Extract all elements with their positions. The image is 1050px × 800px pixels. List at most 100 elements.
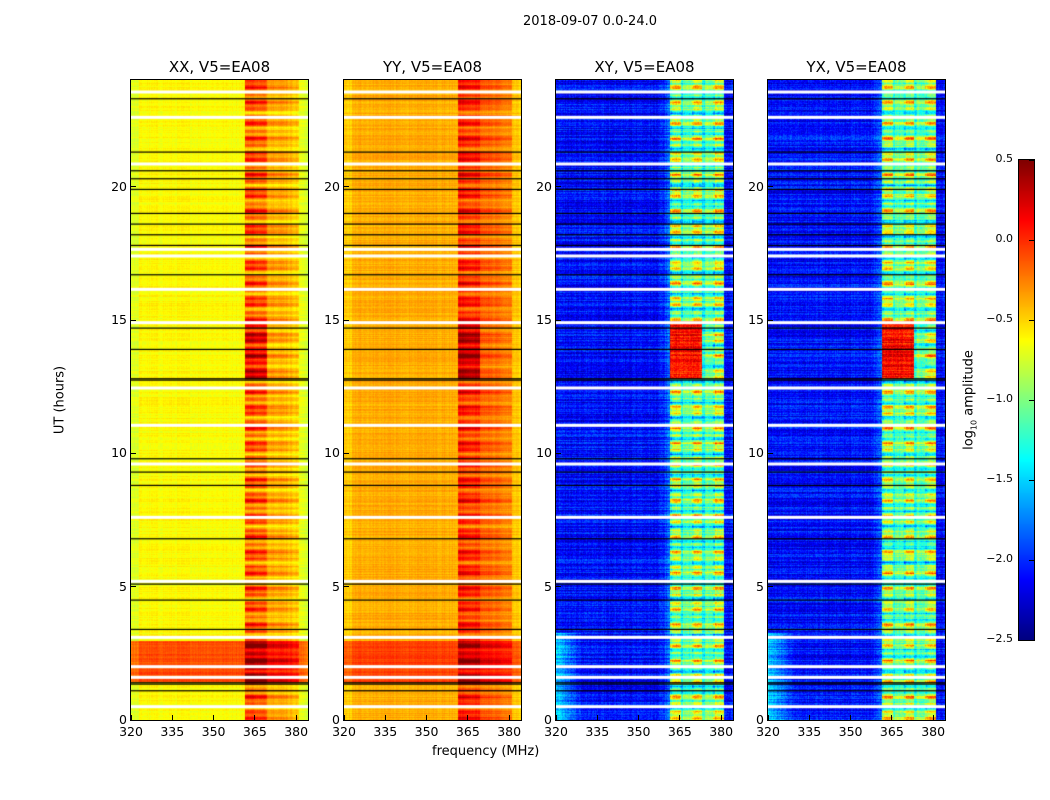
x-tick-mark (679, 715, 681, 720)
x-tick-label: 380 (284, 724, 309, 739)
y-tick-mark (556, 586, 561, 588)
y-tick-mark (131, 186, 136, 188)
colorbar-frame (1018, 159, 1035, 641)
y-tick-label: 10 (111, 445, 127, 461)
x-tick-label: 320 (119, 724, 143, 739)
colorbar-tick-mark (1029, 399, 1034, 401)
y-tick-label: 5 (119, 578, 127, 594)
y-tick-mark (344, 319, 349, 321)
x-axis-label: frequency (MHz) (432, 744, 540, 759)
y-tick-label: 0 (544, 712, 552, 727)
x-tick-mark (130, 715, 132, 720)
y-tick-mark (344, 452, 349, 454)
y-tick-label: 15 (536, 312, 552, 327)
colorbar-label: log10 amplitude (962, 350, 979, 450)
x-tick-label: 335 (160, 724, 185, 739)
x-tick-label: 350 (626, 724, 651, 739)
y-tick-label: 5 (332, 578, 340, 594)
panel-xy: XY, V5=EA08 320 335 350 365 380 0 5 10 15 20 (536, 58, 734, 739)
colorbar-tick-label: 0.5 (995, 152, 1014, 165)
colorbar-tick-mark (1029, 319, 1034, 321)
y-tick-mark (556, 452, 561, 454)
y-tick-mark (131, 319, 136, 321)
y-tick-mark (131, 452, 136, 454)
panel-title: YY, V5=EA08 (382, 58, 483, 76)
y-tick-label: 20 (536, 178, 552, 194)
y-tick-mark (556, 319, 561, 321)
y-tick-label: 0 (756, 712, 764, 727)
colorbar-tick-label: −1.5 (986, 472, 1013, 485)
y-tick-label: 20 (111, 178, 127, 194)
x-tick-label: 365 (879, 724, 904, 739)
heatmap-xy (556, 80, 733, 720)
colorbar-tick-label: −1.0 (986, 392, 1013, 405)
y-tick-label: 0 (119, 712, 127, 727)
y-tick-mark (131, 586, 136, 588)
x-tick-label: 380 (921, 724, 946, 739)
y-tick-label: 20 (748, 178, 764, 194)
x-tick-label: 335 (797, 724, 822, 739)
y-tick-label: 15 (111, 312, 127, 327)
x-tick-mark (384, 715, 386, 720)
y-tick-mark (768, 452, 773, 454)
x-tick-label: 320 (756, 724, 780, 739)
x-tick-label: 365 (242, 724, 267, 739)
y-tick-mark (131, 719, 136, 721)
colorbar-gradient (1019, 160, 1034, 640)
colorbar-tick-label: 0.0 (995, 232, 1014, 245)
y-tick-mark (344, 586, 349, 588)
colorbar-tick-label: −0.5 (986, 312, 1013, 325)
x-tick-label: 335 (585, 724, 610, 739)
x-tick-mark (171, 715, 173, 720)
panel-yy: YY, V5=EA08 320 335 350 365 380 0 5 10 15 20 (324, 58, 522, 739)
x-tick-label: 350 (201, 724, 226, 739)
colorbar-tick-mark (1029, 639, 1034, 641)
x-tick-mark (213, 715, 215, 720)
y-tick-label: 10 (748, 445, 764, 461)
y-tick-mark (556, 186, 561, 188)
colorbar-tick-label: −2.0 (986, 552, 1013, 565)
x-tick-label: 365 (667, 724, 692, 739)
colorbar-label-text: amplitude (961, 350, 977, 420)
y-tick-label: 20 (324, 178, 340, 194)
panel-xx: XX, V5=EA08 320 335 350 365 380 0 5 10 15 20 (111, 58, 309, 739)
y-tick-label: 10 (324, 445, 340, 461)
colorbar-tick-mark (1029, 559, 1034, 561)
heatmap-yy (344, 80, 521, 720)
panel-title: YX, V5=EA08 (806, 58, 907, 76)
y-tick-label: 15 (748, 312, 764, 327)
x-tick-mark (767, 715, 769, 720)
x-tick-mark (720, 715, 722, 720)
y-tick-mark (768, 186, 773, 188)
x-tick-mark (426, 715, 428, 720)
x-tick-mark (254, 715, 256, 720)
panel-yx: YX, V5=EA08 320 335 350 365 380 0 5 10 15 20 (748, 58, 946, 739)
y-tick-label: 10 (536, 445, 552, 461)
heatmap-xx (131, 80, 308, 720)
x-tick-label: 380 (497, 724, 522, 739)
x-tick-mark (932, 715, 934, 720)
y-tick-mark (344, 186, 349, 188)
figure-title: 2018-09-07 0.0-24.0 (523, 14, 657, 29)
x-tick-mark (891, 715, 893, 720)
y-tick-label: 0 (332, 712, 340, 727)
colorbar-label-log: log (961, 430, 977, 450)
colorbar-tick-mark (1029, 239, 1034, 241)
y-tick-label: 15 (324, 312, 340, 327)
x-tick-label: 365 (455, 724, 480, 739)
y-tick-label: 5 (756, 578, 764, 594)
x-tick-mark (295, 715, 297, 720)
y-tick-label: 5 (544, 578, 552, 594)
x-tick-mark (850, 715, 852, 720)
panel-title: XX, V5=EA08 (168, 58, 271, 76)
x-tick-label: 350 (838, 724, 863, 739)
y-tick-mark (344, 719, 349, 721)
y-tick-mark (556, 719, 561, 721)
y-axis-label: UT (hours) (52, 365, 68, 435)
colorbar: 0.5 0.0 −0.5 −1.0 −1.5 −2.0 −2.5 (986, 152, 1035, 645)
x-tick-label: 320 (332, 724, 356, 739)
colorbar-tick-mark (1029, 479, 1034, 481)
x-tick-mark (508, 715, 510, 720)
colorbar-label-sub: 10 (969, 419, 979, 431)
